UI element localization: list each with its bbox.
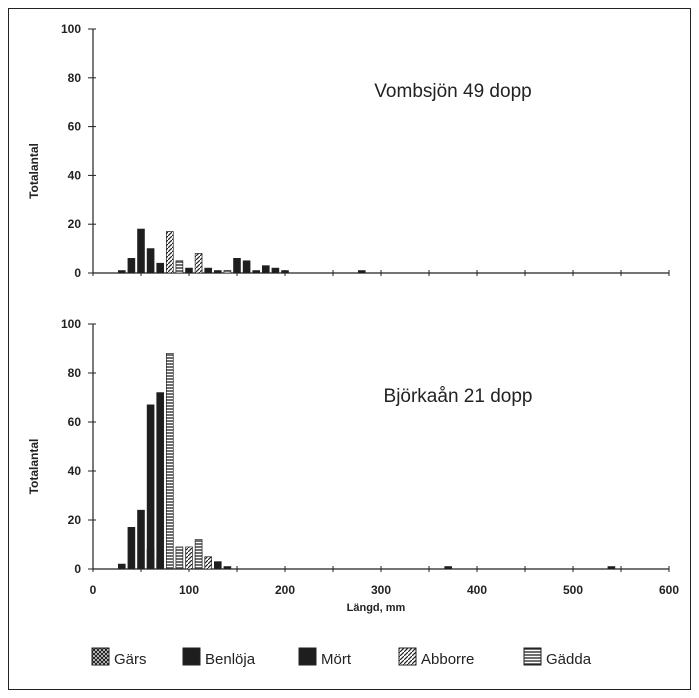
legend-swatch bbox=[182, 647, 201, 666]
y-tick-label: 80 bbox=[68, 366, 82, 380]
bar-mört bbox=[213, 561, 222, 570]
bar-mört bbox=[204, 267, 213, 274]
legend-item: Abborre bbox=[398, 647, 474, 668]
legend-label: Abborre bbox=[421, 651, 474, 668]
x-tick-label: 300 bbox=[371, 583, 391, 597]
bar-abborre bbox=[194, 253, 203, 274]
bar-mört bbox=[281, 270, 289, 274]
bar-abborre bbox=[204, 556, 213, 570]
bar-mört bbox=[233, 258, 241, 274]
chart-panel-1: 0 20 40 60 80 100 Totalantal Vombsjön 49 dopp bbox=[27, 22, 670, 280]
y-tick-label: 80 bbox=[68, 71, 82, 85]
bar-abborre bbox=[185, 546, 193, 570]
bar-gädda bbox=[175, 260, 184, 274]
legend: Gärs Benlöja Mört Abborre Gädda bbox=[91, 647, 592, 668]
x-tick-label: 200 bbox=[275, 583, 295, 597]
bar-mört bbox=[185, 267, 193, 274]
legend-item: Benlöja bbox=[182, 647, 256, 668]
legend-swatch bbox=[298, 647, 317, 666]
x-tick-label: 600 bbox=[659, 583, 679, 597]
y-tick-label: 60 bbox=[68, 120, 82, 134]
y-tick-label: 40 bbox=[68, 464, 82, 478]
bar-benlöja bbox=[137, 509, 145, 570]
y-axis-label: Totalantal bbox=[27, 439, 41, 495]
x-tick-label: 400 bbox=[467, 583, 487, 597]
y-tick-label: 20 bbox=[68, 217, 82, 231]
y-tick-label: 100 bbox=[61, 22, 81, 36]
bar-gädda bbox=[223, 270, 232, 274]
bar-benlöja bbox=[117, 270, 126, 274]
bar-gädda bbox=[165, 353, 174, 570]
bar-mört bbox=[213, 270, 222, 274]
bar-benlöja bbox=[146, 248, 155, 274]
y-tick-label: 40 bbox=[68, 168, 82, 182]
chart-panel-2: 0 20 40 60 80 100 0 100 200 300 400 500 600 Totalanta… bbox=[27, 317, 679, 614]
x-tick-label: 100 bbox=[179, 583, 199, 597]
bar-mört bbox=[261, 265, 270, 274]
legend-swatch bbox=[91, 647, 110, 666]
legend-item: Gärs bbox=[91, 647, 147, 668]
y-tick-label: 0 bbox=[74, 266, 81, 280]
bar-benlöja bbox=[146, 404, 155, 570]
legend-label: Mört bbox=[321, 651, 352, 668]
chart-frame bbox=[8, 8, 691, 690]
y-tick-label: 60 bbox=[68, 415, 82, 429]
bar-benlöja bbox=[156, 392, 165, 570]
bar-abborre bbox=[165, 231, 174, 274]
legend-label: Gärs bbox=[114, 651, 147, 668]
bar-mört bbox=[271, 267, 280, 274]
chart-title: Vombsjön 49 dopp bbox=[374, 81, 531, 102]
x-tick-label: 500 bbox=[563, 583, 583, 597]
bar-gädda bbox=[194, 539, 203, 570]
bar-benlöja bbox=[127, 526, 136, 570]
legend-label: Gädda bbox=[546, 651, 592, 668]
bar-mört bbox=[607, 566, 616, 570]
y-axis-label: Totalantal bbox=[27, 143, 41, 199]
bar-mört bbox=[252, 270, 261, 274]
bar-benlöja bbox=[127, 258, 136, 274]
bar-mört bbox=[242, 260, 251, 274]
bar-mört bbox=[444, 566, 453, 570]
legend-item: Mört bbox=[298, 647, 352, 668]
bar-mört bbox=[223, 566, 232, 570]
y-tick-label: 20 bbox=[68, 513, 82, 527]
chart-title: Björkaån 21 dopp bbox=[384, 386, 533, 407]
x-axis-label: Längd, mm bbox=[347, 602, 406, 614]
legend-item: Gädda bbox=[523, 647, 592, 668]
x-tick-label: 0 bbox=[90, 583, 97, 597]
legend-swatch bbox=[523, 647, 542, 666]
legend-swatch bbox=[398, 647, 417, 666]
y-tick-label: 0 bbox=[74, 562, 81, 576]
legend-label: Benlöja bbox=[205, 651, 256, 668]
bar-benlöja bbox=[117, 563, 126, 570]
bar-mört bbox=[156, 262, 165, 274]
bar-mört bbox=[357, 270, 366, 274]
bar-benlöja bbox=[137, 228, 145, 274]
bar-gädda bbox=[175, 546, 184, 570]
y-tick-label: 100 bbox=[61, 317, 81, 331]
